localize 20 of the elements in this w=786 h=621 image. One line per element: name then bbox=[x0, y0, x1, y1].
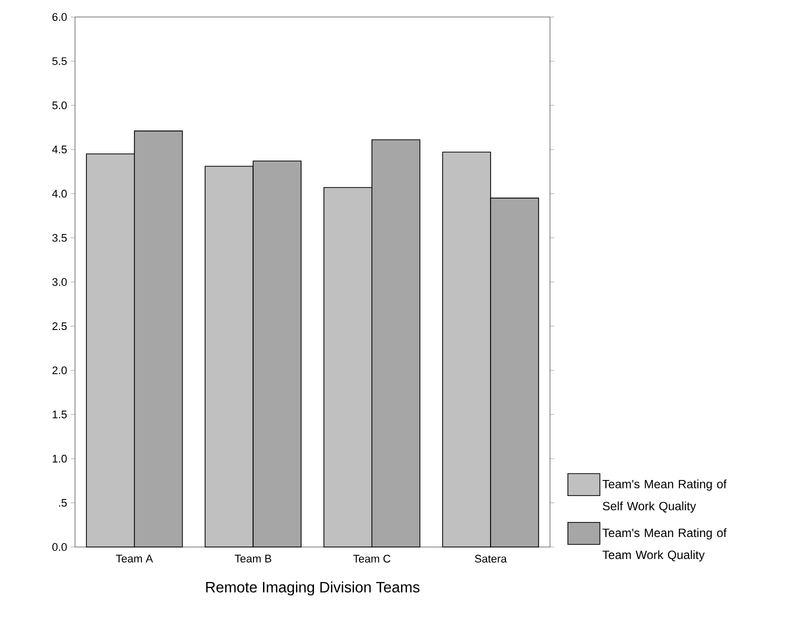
y-tick-label: 2.5 bbox=[52, 322, 67, 330]
x-tick-label: Satera bbox=[474, 554, 507, 563]
y-tick-label: 2.0 bbox=[52, 366, 67, 374]
x-tick-label: Team B bbox=[234, 554, 272, 562]
y-tick-label: 4.5 bbox=[52, 146, 67, 154]
y-tick-label: 1.0 bbox=[52, 454, 67, 463]
y-tick-label: 3.5 bbox=[52, 234, 67, 242]
legend-label: Team's Mean Rating of Team Work Quality bbox=[602, 528, 727, 562]
y-tick-label: 0.0 bbox=[52, 543, 67, 551]
y-tick-label: .5 bbox=[59, 499, 67, 507]
y-tick-label: 3.0 bbox=[52, 278, 67, 286]
y-tick-label: 6.0 bbox=[52, 13, 67, 21]
y-tick-label: 5.0 bbox=[52, 101, 67, 110]
x-tick-label: Team C bbox=[353, 554, 390, 563]
y-tick-label: 5.5 bbox=[52, 57, 67, 65]
x-tick-label: Team A bbox=[116, 554, 153, 562]
legend-label: Team's Mean Rating of Self Work Quality bbox=[602, 480, 727, 513]
x-axis-title: Remote Imaging Division Teams bbox=[206, 581, 420, 596]
y-tick-label: 4.0 bbox=[52, 190, 67, 198]
y-tick-label: 1.5 bbox=[52, 410, 67, 418]
